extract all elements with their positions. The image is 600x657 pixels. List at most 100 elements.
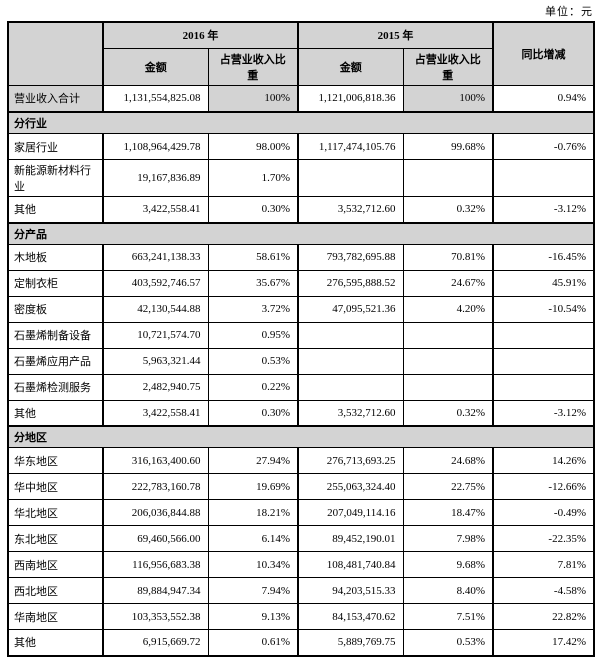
cell-pct-2015	[402, 321, 494, 349]
cell-pct-2016: 0.30%	[207, 196, 299, 223]
corner-cell	[7, 21, 104, 86]
table-row: 西北地区 89,884,947.34 7.94% 94,203,515.33 8…	[7, 577, 595, 604]
cell-amount-2016: 116,956,683.38	[102, 551, 209, 578]
section-header-row: 分地区	[7, 425, 595, 448]
cell-amount-2015: 1,121,006,818.36	[297, 84, 404, 113]
row-label: 石墨烯应用产品	[7, 347, 104, 375]
row-label: 华东地区	[7, 447, 104, 474]
cell-yoy: -10.54%	[492, 295, 595, 323]
section-title: 分产品	[7, 221, 595, 245]
cell-pct-2015: 70.81%	[402, 243, 494, 271]
cell-pct-2016: 3.72%	[207, 295, 299, 323]
cell-pct-2016: 0.22%	[207, 373, 299, 401]
cell-yoy: 17.42%	[492, 629, 595, 656]
section-header-row: 分行业	[7, 111, 595, 134]
proportion-2016-header: 占营业收入比重	[207, 47, 299, 86]
cell-pct-2015: 0.32%	[402, 399, 494, 427]
section-header-row: 分产品	[7, 221, 595, 245]
cell-amount-2015	[297, 321, 404, 349]
row-label: 其他	[7, 399, 104, 427]
cell-amount-2016: 403,592,746.57	[102, 269, 209, 297]
row-label: 华中地区	[7, 473, 104, 500]
table-row: 华东地区 316,163,400.60 27.94% 276,713,693.2…	[7, 447, 595, 474]
cell-amount-2015: 793,782,695.88	[297, 243, 404, 271]
cell-amount-2016: 2,482,940.75	[102, 373, 209, 401]
table-row: 石墨烯应用产品 5,963,321.44 0.53%	[7, 347, 595, 375]
row-label: 木地板	[7, 243, 104, 271]
table-row: 华南地区 103,353,552.38 9.13% 84,153,470.62 …	[7, 603, 595, 630]
cell-pct-2016: 35.67%	[207, 269, 299, 297]
cell-pct-2016: 10.34%	[207, 551, 299, 578]
row-label: 东北地区	[7, 525, 104, 552]
table-row: 西南地区 116,956,683.38 10.34% 108,481,740.8…	[7, 551, 595, 578]
table-row: 华中地区 222,783,160.78 19.69% 255,063,324.4…	[7, 473, 595, 500]
cell-amount-2016: 89,884,947.34	[102, 577, 209, 604]
cell-yoy: -0.76%	[492, 133, 595, 160]
row-label: 石墨烯制备设备	[7, 321, 104, 349]
row-label: 定制衣柜	[7, 269, 104, 297]
row-label: 营业收入合计	[7, 84, 104, 113]
section-title: 分行业	[7, 111, 595, 134]
revenue-breakdown-table: 2016 年 2015 年 同比增减 金额 占营业收入比重 金额 占营业收入比重…	[7, 21, 595, 657]
cell-yoy: -16.45%	[492, 243, 595, 271]
cell-pct-2015: 18.47%	[402, 499, 494, 526]
year-2016-header: 2016 年	[102, 21, 299, 49]
cell-pct-2015	[402, 347, 494, 375]
row-label: 其他	[7, 629, 104, 656]
cell-pct-2015: 100%	[402, 84, 494, 113]
cell-amount-2016: 206,036,844.88	[102, 499, 209, 526]
header-row-metrics: 金额 占营业收入比重 金额 占营业收入比重	[8, 47, 594, 86]
proportion-2015-header: 占营业收入比重	[402, 47, 494, 86]
cell-pct-2015: 8.40%	[402, 577, 494, 604]
cell-pct-2016: 18.21%	[207, 499, 299, 526]
cell-amount-2015: 5,889,769.75	[297, 629, 404, 656]
amount-2015-header: 金额	[297, 47, 404, 86]
row-label: 密度板	[7, 295, 104, 323]
cell-yoy: -0.49%	[492, 499, 595, 526]
cell-amount-2015	[297, 347, 404, 375]
cell-yoy: 0.94%	[492, 84, 595, 113]
row-label: 华南地区	[7, 603, 104, 630]
cell-pct-2015: 4.20%	[402, 295, 494, 323]
cell-pct-2016: 1.70%	[207, 159, 299, 197]
cell-yoy: -22.35%	[492, 525, 595, 552]
yoy-header: 同比增减	[492, 21, 595, 86]
cell-amount-2015: 94,203,515.33	[297, 577, 404, 604]
cell-amount-2016: 10,721,574.70	[102, 321, 209, 349]
cell-amount-2015: 255,063,324.40	[297, 473, 404, 500]
row-label: 石墨烯检测服务	[7, 373, 104, 401]
cell-pct-2015: 0.53%	[402, 629, 494, 656]
cell-yoy: 22.82%	[492, 603, 595, 630]
table-row: 密度板 42,130,544.88 3.72% 47,095,521.36 4.…	[7, 295, 595, 323]
cell-amount-2015: 108,481,740.84	[297, 551, 404, 578]
cell-pct-2015: 99.68%	[402, 133, 494, 160]
cell-amount-2015: 276,713,693.25	[297, 447, 404, 474]
row-label: 新能源新材料行业	[7, 159, 104, 197]
cell-yoy: 7.81%	[492, 551, 595, 578]
cell-pct-2016: 9.13%	[207, 603, 299, 630]
table-row: 东北地区 69,460,566.00 6.14% 89,452,190.01 7…	[7, 525, 595, 552]
cell-pct-2016: 58.61%	[207, 243, 299, 271]
cell-yoy	[492, 321, 595, 349]
cell-yoy	[492, 159, 595, 197]
cell-pct-2016: 27.94%	[207, 447, 299, 474]
cell-amount-2015: 89,452,190.01	[297, 525, 404, 552]
cell-amount-2015: 3,532,712.60	[297, 196, 404, 223]
cell-amount-2015: 1,117,474,105.76	[297, 133, 404, 160]
cell-pct-2016: 0.95%	[207, 321, 299, 349]
row-label: 其他	[7, 196, 104, 223]
cell-yoy	[492, 347, 595, 375]
year-2015-header: 2015 年	[297, 21, 494, 49]
table-row: 石墨烯制备设备 10,721,574.70 0.95%	[7, 321, 595, 349]
cell-yoy: -12.66%	[492, 473, 595, 500]
total-row: 营业收入合计 1,131,554,825.08 100% 1,121,006,8…	[7, 84, 595, 113]
cell-pct-2015: 9.68%	[402, 551, 494, 578]
row-label: 家居行业	[7, 133, 104, 160]
table-row: 其他 3,422,558.41 0.30% 3,532,712.60 0.32%…	[7, 399, 595, 427]
cell-pct-2015: 7.51%	[402, 603, 494, 630]
table-row: 家居行业 1,108,964,429.78 98.00% 1,117,474,1…	[7, 133, 595, 160]
cell-amount-2016: 103,353,552.38	[102, 603, 209, 630]
cell-amount-2016: 42,130,544.88	[102, 295, 209, 323]
cell-pct-2015: 22.75%	[402, 473, 494, 500]
